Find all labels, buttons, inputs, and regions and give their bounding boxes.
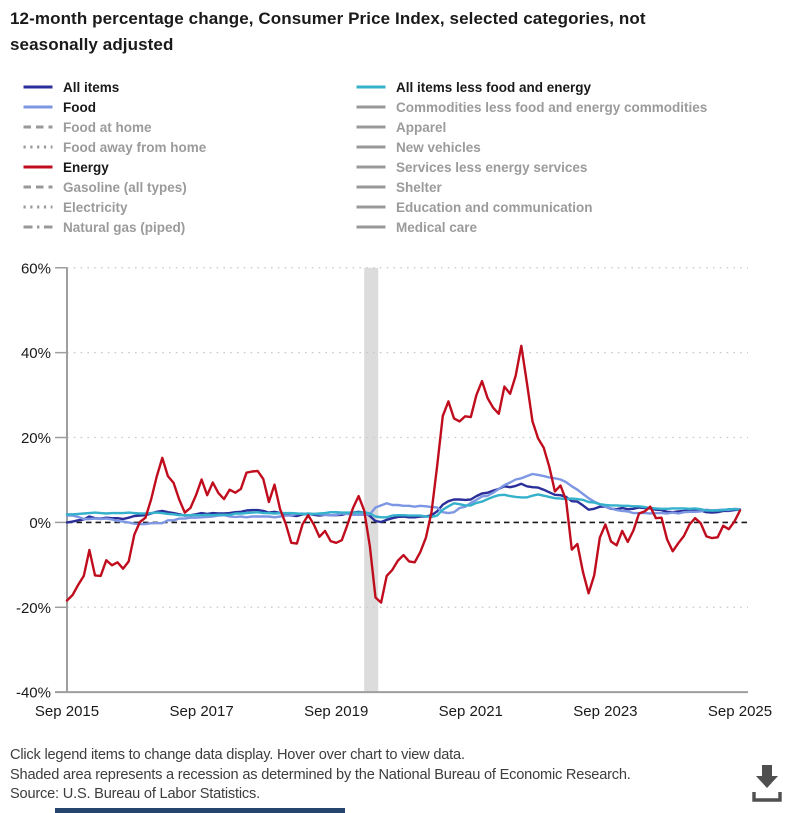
chart-title-line1: 12-month percentage change, Consumer Pri… xyxy=(10,9,646,28)
legend-item-all-items-less-food-and-energy[interactable]: All items less food and energy xyxy=(355,77,785,97)
legend-label: Food away from home xyxy=(63,139,207,155)
legend-swatch-new-vehicles xyxy=(356,145,386,149)
legend-label: Electricity xyxy=(63,199,128,215)
chart-title-line2: seasonally adjusted xyxy=(10,35,174,54)
legend-label: Apparel xyxy=(396,119,447,135)
legend-column-right: All items less food and energy Commoditie… xyxy=(355,77,785,237)
x-tick-label: Sep 2025 xyxy=(708,703,772,720)
legend-item-food-at-home[interactable]: Food at home xyxy=(22,117,342,137)
legend-label: Education and communication xyxy=(396,199,593,215)
legend-label: Commodities less food and energy commodi… xyxy=(396,99,708,115)
legend-item-commodities-less-food-and-energy-commodities[interactable]: Commodities less food and energy commodi… xyxy=(355,97,785,117)
cpi-line-chart[interactable]: 60% 40% 20% 0% -20% -40%Sep 2015 Sep 2017 Sep 2… xyxy=(0,248,800,728)
legend-swatch-electricity xyxy=(23,205,53,209)
legend-label: New vehicles xyxy=(396,139,481,155)
footnote-interaction-hint: Click legend items to change data displa… xyxy=(10,747,465,763)
x-tick-label: Sep 2021 xyxy=(439,703,503,720)
legend-swatch-food-at-home xyxy=(23,125,53,129)
series-line-food xyxy=(65,472,742,526)
chart-title: 12-month percentage change, Consumer Pri… xyxy=(10,6,780,58)
legend-swatch-food-away-from-home xyxy=(23,145,53,149)
y-tick-label: 20% xyxy=(21,430,51,447)
legend-item-food[interactable]: Food xyxy=(22,97,342,117)
legend-column-left: All items Food Food at home Food away from … xyxy=(22,77,342,237)
legend-label: Services less energy services xyxy=(396,159,588,175)
legend-item-apparel[interactable]: Apparel xyxy=(355,117,785,137)
chart-area[interactable]: 60% 40% 20% 0% -20% -40% Sep 2015 Sep 2017 Sep 2… xyxy=(0,248,800,728)
legend-swatch-energy xyxy=(23,165,53,169)
legend-swatch-apparel xyxy=(356,125,386,129)
legend-swatch-services-less-energy-services xyxy=(356,165,386,169)
legend-label: Energy xyxy=(63,159,109,175)
legend-item-shelter[interactable]: Shelter xyxy=(355,177,785,197)
legend-swatch-all-items xyxy=(23,85,53,89)
legend-swatch-gasoline-all-types xyxy=(23,185,53,189)
legend-swatch-medical-care xyxy=(356,225,386,229)
legend-swatch-food xyxy=(23,105,53,109)
legend-label: All items xyxy=(63,79,120,95)
legend-swatch-commodities-less-food-and-energy-commodities xyxy=(356,105,386,109)
series-line-energy xyxy=(65,344,742,604)
legend-label: Medical care xyxy=(396,219,478,235)
y-tick-label: 40% xyxy=(21,345,51,362)
y-tick-label: -20% xyxy=(16,600,51,617)
legend-swatch-all-items-less-food-and-energy xyxy=(356,85,386,89)
download-icon xyxy=(752,765,782,802)
x-tick-label: Sep 2019 xyxy=(304,703,368,720)
legend-label: Food at home xyxy=(63,119,152,135)
footnote-recession-note: Shaded area represents a recession as de… xyxy=(10,766,631,783)
download-button[interactable] xyxy=(748,762,786,806)
legend-label: All items less food and energy xyxy=(396,79,592,95)
x-tick-label: Sep 2017 xyxy=(169,703,233,720)
legend-item-energy[interactable]: Energy xyxy=(22,157,342,177)
legend-swatch-shelter xyxy=(356,185,386,189)
legend-item-electricity[interactable]: Electricity xyxy=(22,197,342,217)
legend-label: Gasoline (all types) xyxy=(63,179,187,195)
next-section-top-edge xyxy=(55,808,345,813)
y-tick-label: 0% xyxy=(29,515,51,532)
y-tick-label: -40% xyxy=(16,685,51,702)
legend-label: Food xyxy=(63,99,96,115)
legend-label: Natural gas (piped) xyxy=(63,219,186,235)
chart-footnotes: Click legend items to change data displa… xyxy=(10,746,730,805)
legend-item-gasoline-all-types[interactable]: Gasoline (all types) xyxy=(22,177,342,197)
legend-item-services-less-energy-services[interactable]: Services less energy services xyxy=(355,157,785,177)
x-tick-label: Sep 2015 xyxy=(35,703,99,720)
x-tick-label: Sep 2023 xyxy=(573,703,637,720)
footnote-source: Source: U.S. Bureau of Labor Statistics. xyxy=(10,786,260,802)
legend-item-education-and-communication[interactable]: Education and communication xyxy=(355,197,785,217)
legend-item-medical-care[interactable]: Medical care xyxy=(355,217,785,237)
legend-swatch-natural-gas-piped xyxy=(23,225,53,229)
y-tick-label: 60% xyxy=(21,260,51,277)
legend-item-natural-gas-piped[interactable]: Natural gas (piped) xyxy=(22,217,342,237)
legend-item-new-vehicles[interactable]: New vehicles xyxy=(355,137,785,157)
legend-item-all-items[interactable]: All items xyxy=(22,77,342,97)
legend-item-food-away-from-home[interactable]: Food away from home xyxy=(22,137,342,157)
legend-label: Shelter xyxy=(396,179,442,195)
series-line-core xyxy=(65,493,742,519)
recession-band xyxy=(364,267,379,693)
legend-swatch-education-and-communication xyxy=(356,205,386,209)
